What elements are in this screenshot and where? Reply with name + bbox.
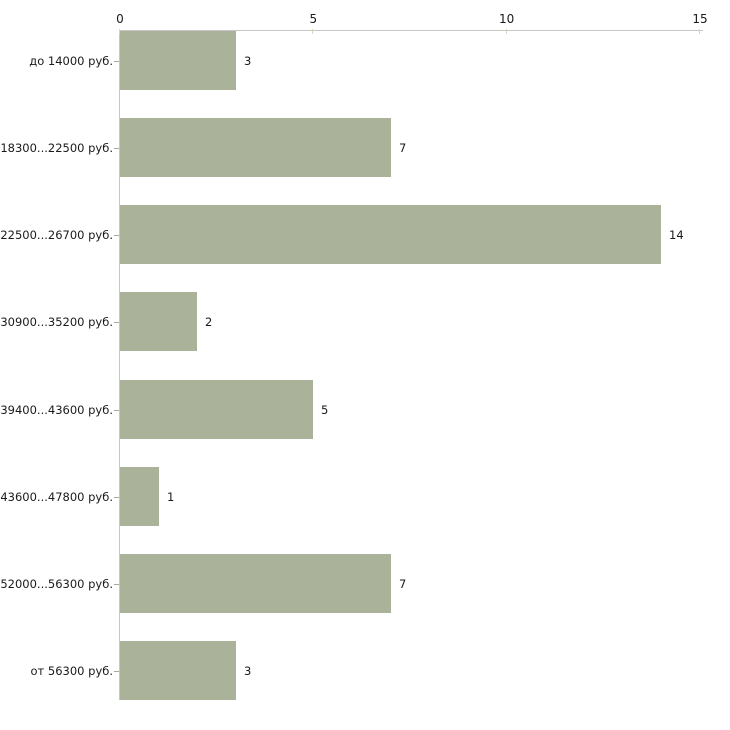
category-label: 18300...22500 руб.: [0, 140, 113, 155]
category-label: 30900...35200 руб.: [0, 314, 113, 329]
bar: [120, 380, 313, 439]
y-tick-mark: [114, 322, 119, 323]
y-tick-mark: [114, 584, 119, 585]
value-label: 5: [321, 402, 329, 417]
y-tick-mark: [114, 61, 119, 62]
value-label: 3: [244, 663, 252, 678]
x-tick-mark: [505, 29, 507, 34]
category-label: 43600...47800 руб.: [0, 489, 113, 504]
bar: [120, 118, 391, 177]
x-axis-line: [119, 30, 703, 31]
bar: [120, 467, 159, 526]
value-label: 7: [399, 576, 407, 591]
x-tick-label: 10: [499, 12, 515, 26]
x-tick-label: 5: [309, 12, 318, 26]
value-label: 14: [669, 227, 684, 242]
x-tick-label: 15: [692, 12, 708, 26]
category-label: до 14000 руб.: [29, 53, 113, 68]
category-label: 52000...56300 руб.: [0, 576, 113, 591]
x-tick-label: 0: [116, 12, 124, 26]
bar: [120, 205, 661, 264]
x-tick-mark: [699, 29, 701, 34]
bar: [120, 292, 197, 351]
value-label: 3: [244, 53, 252, 68]
value-label: 2: [205, 314, 213, 329]
category-label: от 56300 руб.: [30, 663, 113, 678]
bar: [120, 31, 236, 90]
y-axis-line: [119, 30, 120, 700]
bar: [120, 641, 236, 700]
category-label: 22500...26700 руб.: [0, 227, 113, 242]
value-label: 1: [167, 489, 175, 504]
y-tick-mark: [114, 148, 119, 149]
y-tick-mark: [114, 410, 119, 411]
category-label: 39400...43600 руб.: [0, 402, 113, 417]
y-tick-mark: [114, 497, 119, 498]
x-tick-mark: [119, 29, 120, 34]
x-tick-mark: [312, 29, 314, 34]
y-tick-mark: [114, 671, 119, 672]
value-label: 7: [399, 140, 407, 155]
y-tick-mark: [114, 235, 119, 236]
bar: [120, 554, 391, 613]
